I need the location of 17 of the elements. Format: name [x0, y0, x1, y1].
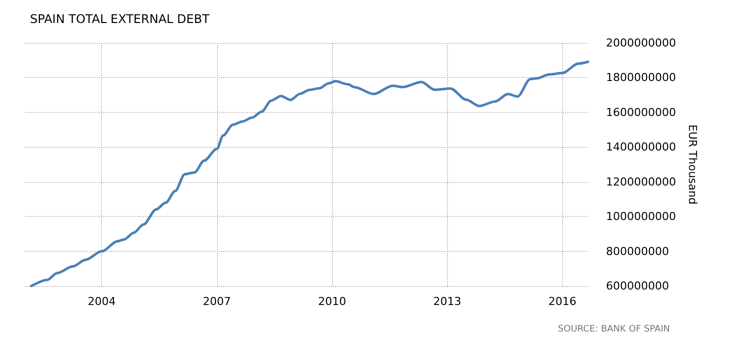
y2-tick-label: 1000000000: [606, 210, 676, 224]
y2-tick-label: 600000000: [606, 280, 669, 292]
y2-tick-label: 2000000000: [606, 36, 676, 50]
y2-tick-label: 1400000000: [606, 140, 676, 154]
y2-tick-label: 1600000000: [606, 106, 676, 119]
y2-tick-label: 1200000000: [606, 175, 676, 188]
chart-title: SPAIN TOTAL EXTERNAL DEBT: [30, 12, 210, 26]
x-tick-label: 2007: [202, 295, 231, 308]
y2-tick-label: 800000000: [606, 244, 669, 258]
x-tick-label: 2016: [548, 295, 576, 308]
y2-axis-title: EUR Thousand: [686, 124, 699, 204]
x-tick-label: 2010: [318, 295, 346, 308]
x-tick-label: 2004: [88, 295, 116, 308]
line-series: [30, 60, 590, 288]
y2-tick-label: 1800000000: [606, 71, 676, 84]
source-note: SOURCE: BANK OF SPAIN: [558, 324, 670, 334]
x-tick-label: 2013: [433, 295, 462, 308]
